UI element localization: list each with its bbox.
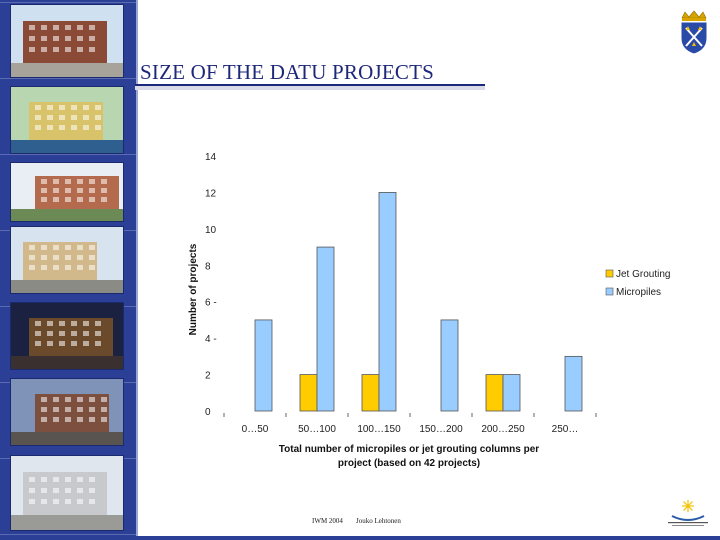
x-tick-label: 0…50: [242, 424, 269, 435]
bar-micropiles: [440, 319, 459, 412]
bar-micropiles: [564, 355, 583, 412]
legend-swatch: [605, 287, 614, 296]
y-tick-label: 12: [205, 188, 217, 199]
x-tick-label: 200…250: [481, 424, 525, 435]
x-tick-label: 100…150: [357, 424, 401, 435]
y-tick-label: 4 -: [205, 334, 217, 345]
bar-jet-grouting: [485, 374, 504, 412]
legend-label: Jet Grouting: [616, 269, 670, 280]
bar-jet-grouting: [361, 374, 380, 412]
title-underline: [135, 84, 485, 86]
legend-swatch: [605, 269, 614, 278]
y-tick-label: 2: [205, 371, 211, 382]
y-tick-label: 6 -: [205, 298, 217, 309]
strip-gridline: [0, 78, 136, 79]
y-tick-label: 14: [205, 152, 217, 163]
photo-church-street: [10, 226, 124, 294]
photo-dusk-buildings: [10, 378, 124, 446]
photo-brick-building: [10, 4, 124, 78]
y-tick-label: 10: [205, 225, 217, 236]
x-axis-title-line: project (based on 42 projects): [338, 458, 480, 469]
legend-label: Micropiles: [616, 287, 661, 298]
strip-gridline: [0, 534, 136, 535]
strip-gridline: [0, 154, 136, 155]
footer-event: IWM 2004: [312, 517, 343, 525]
coat-of-arms-logo: [680, 10, 708, 55]
photo-ornate-building: [10, 162, 124, 222]
footer-author: Jouko Lehtonen: [356, 517, 401, 525]
title-underline-shadow: [135, 86, 485, 90]
photo-modern-block: [10, 455, 124, 531]
x-tick-label: 50…100: [298, 424, 336, 435]
bar-micropiles: [378, 192, 397, 412]
bar-micropiles: [316, 246, 335, 412]
x-tick-label: 250…: [552, 424, 579, 435]
bottom-bar: [136, 536, 720, 540]
y-tick-label: 8: [205, 261, 211, 272]
bar-micropiles: [502, 374, 521, 412]
conference-logo: [668, 500, 708, 526]
photo-night-street: [10, 302, 124, 370]
slide-title: SIZE OF THE DATU PROJECTS: [140, 60, 434, 84]
x-axis-title-line: Total number of micropiles or jet grouti…: [279, 444, 539, 455]
photo-strip: [0, 0, 136, 540]
y-tick-label: 0: [205, 407, 211, 418]
bar-micropiles: [254, 319, 273, 412]
bar-jet-grouting: [299, 374, 318, 412]
y-axis-title: Number of projects: [188, 243, 199, 335]
photo-riverside-buildings: [10, 86, 124, 154]
x-tick-label: 150…200: [419, 424, 463, 435]
strip-gridline: [0, 2, 136, 3]
sidebar-divider: [136, 0, 138, 540]
